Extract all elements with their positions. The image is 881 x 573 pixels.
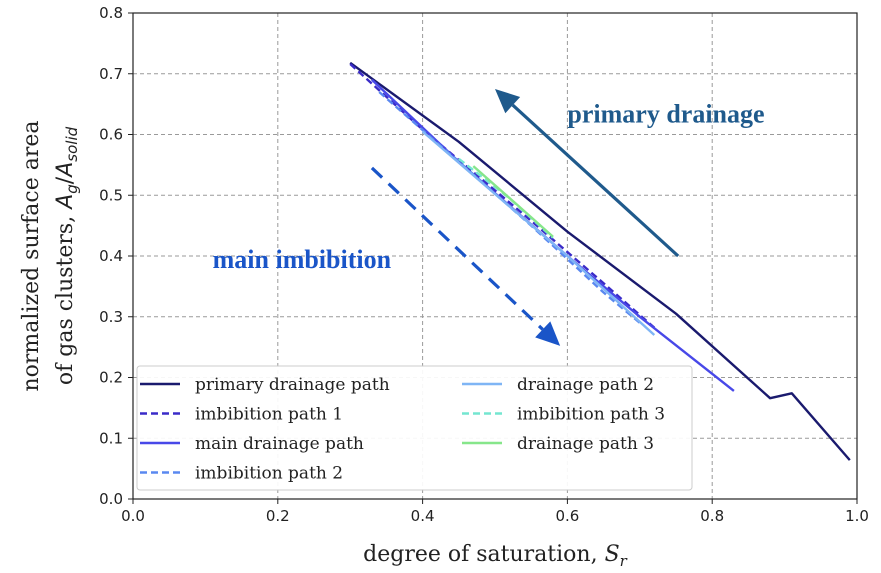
y-axis-title-line2: of gas clusters, Ag/Asolid (53, 126, 81, 385)
annotation-label-primary-drainage: primary drainage (567, 99, 764, 128)
annotation-arrow-head-1 (535, 321, 561, 346)
x-axis-title-symbol: S (605, 542, 620, 567)
y-axis-sub-solid: solid (63, 126, 81, 161)
annotation-arrow-shaft-1 (370, 166, 544, 331)
x-tick-label: 0.8 (700, 507, 724, 525)
y-axis-symbol-a2: A (53, 162, 78, 179)
legend-label-main-drainage-path: main drainage path (195, 434, 364, 454)
series-imbibition-path-3 (458, 157, 554, 239)
legend-label-imbibition-path-3: imbibition path 3 (517, 405, 665, 425)
y-tick-label: 0.3 (99, 308, 123, 326)
series-layer (349, 61, 851, 461)
x-tick-label: 0.4 (411, 507, 435, 525)
legend-label-drainage-path-3: drainage path 3 (517, 434, 654, 454)
legend-box (136, 365, 693, 491)
y-tick-label: 0.4 (99, 247, 123, 265)
y-tick-label: 0.8 (99, 4, 123, 22)
y-tick-label: 0.1 (99, 429, 123, 447)
legend-label-primary-drainage-path: primary drainage path (195, 375, 390, 395)
y-axis-title-line1: normalized surface area (19, 120, 44, 391)
y-tick-label: 0.2 (99, 369, 123, 387)
y-tick-label: 0.5 (99, 186, 123, 204)
x-tick-label: 0.2 (266, 507, 290, 525)
y-axis-sub-g: g (63, 184, 81, 194)
y-ticks: 0.0 0.1 0.2 0.3 0.4 0.5 0.6 0.7 0.8 (99, 4, 133, 508)
annotation-label-main-imbibition: main imbibition (213, 245, 392, 274)
series-drainage-path-2 (421, 130, 656, 336)
legend-label-imbibition-path-1: imbibition path 1 (195, 405, 343, 425)
series-drainage-path-3 (472, 165, 554, 238)
x-tick-label: 1.0 (845, 507, 869, 525)
x-axis-title-sub: r (620, 552, 628, 570)
legend-label-imbibition-path-2: imbibition path 2 (195, 464, 343, 484)
y-tick-label: 0.0 (99, 490, 123, 508)
annotation-arrows (370, 88, 680, 346)
legend: primary drainage path imbibition path 1 ma… (136, 365, 693, 491)
x-tick-label: 0.6 (555, 507, 579, 525)
series-imbibition-path-1 (349, 63, 656, 329)
y-tick-label: 0.6 (99, 126, 123, 144)
y-axis-slash: / (53, 176, 78, 184)
x-ticks: 0.0 0.2 0.4 0.6 0.8 1.0 (121, 499, 869, 525)
x-axis-title-text: degree of saturation, (363, 542, 597, 567)
annotation-arrow-shaft-0 (511, 103, 680, 258)
legend-label-drainage-path-2: drainage path 2 (517, 375, 654, 395)
annotation-arrow-head-0 (495, 88, 521, 114)
series-primary-drainage-path (349, 61, 851, 461)
x-axis-title: degree of saturation, Sr (363, 542, 628, 570)
y-axis-symbol-a: A (53, 194, 78, 211)
y-axis-title-line2-text: of gas clusters, (53, 216, 78, 385)
annotation-labels: primary drainage main imbibition (213, 99, 765, 274)
x-tick-label: 0.0 (121, 507, 145, 525)
y-tick-label: 0.7 (99, 65, 123, 83)
